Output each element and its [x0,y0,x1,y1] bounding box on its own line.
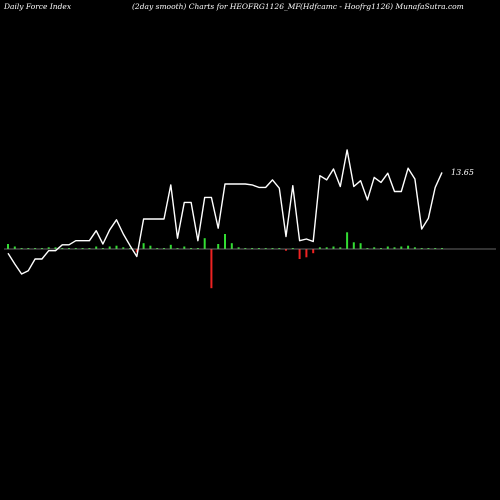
force-bar-5 [40,248,43,249]
force-bar-38 [264,248,267,249]
force-bar-42 [291,248,294,249]
force-bar-15 [108,246,111,249]
force-bar-52 [359,243,362,249]
force-bar-18 [129,248,132,249]
force-bar-2 [20,248,23,249]
force-bar-25 [176,248,179,249]
force-bar-13 [95,246,98,249]
force-bar-59 [407,245,410,249]
force-bar-48 [332,246,335,249]
force-bar-55 [380,248,382,249]
force-bar-4 [34,248,37,249]
force-bar-47 [325,247,328,249]
force-bar-27 [190,248,193,249]
force-bar-17 [122,247,125,249]
force-bar-45 [312,249,315,254]
force-bar-31 [217,244,220,249]
chart-type-label: Daily Force Index [4,2,72,11]
force-bar-60 [413,247,416,249]
force-bar-35 [244,248,247,249]
force-bar-41 [285,249,287,251]
last-value-label: 13.65 [451,168,474,177]
force-bar-28 [196,248,199,249]
force-bar-23 [163,248,165,249]
force-bar-50 [346,232,349,249]
force-bar-40 [278,248,281,249]
force-bar-34 [237,247,240,249]
force-bar-20 [142,243,145,249]
force-bar-32 [224,234,226,249]
force-bar-0 [7,244,9,249]
force-bar-61 [420,248,423,249]
chart-title: (2day smooth) Charts for HEOFRG1126_MF [132,2,301,11]
force-bar-51 [352,242,355,249]
force-bar-39 [271,248,274,249]
force-bar-24 [169,244,172,249]
force-bar-7 [54,247,57,249]
force-bar-11 [81,248,84,249]
force-bar-19 [135,249,138,253]
force-bar-26 [183,246,186,249]
site-credit: (Hdfcamc - Hoofrg1126) MunafaSutra.com [300,2,464,11]
force-bar-36 [251,248,254,249]
force-bar-14 [101,248,104,249]
force-bar-53 [366,248,369,249]
force-bar-54 [373,247,376,249]
force-bar-3 [27,248,30,249]
force-bar-58 [400,246,403,249]
force-bar-49 [339,247,342,249]
force-bar-21 [149,245,152,249]
force-bar-10 [74,248,77,249]
force-bar-46 [318,247,321,249]
force-bar-63 [434,248,437,249]
force-bar-1 [13,246,16,249]
force-bar-57 [393,247,396,249]
force-bar-12 [88,248,91,249]
force-bar-56 [386,246,389,249]
force-bar-9 [68,248,70,249]
force-bar-30 [210,249,213,289]
force-bar-44 [305,249,308,258]
force-bar-22 [156,248,159,249]
force-index-bars [7,232,443,289]
force-bar-16 [115,245,118,249]
force-bar-29 [203,238,206,249]
force-bar-6 [47,247,50,249]
force-bar-62 [427,248,430,249]
force-index-line [7,149,443,275]
force-bar-8 [61,248,64,249]
force-bar-64 [441,248,443,249]
force-bar-37 [257,248,260,249]
force-bar-43 [298,249,301,259]
force-bar-33 [230,243,233,249]
